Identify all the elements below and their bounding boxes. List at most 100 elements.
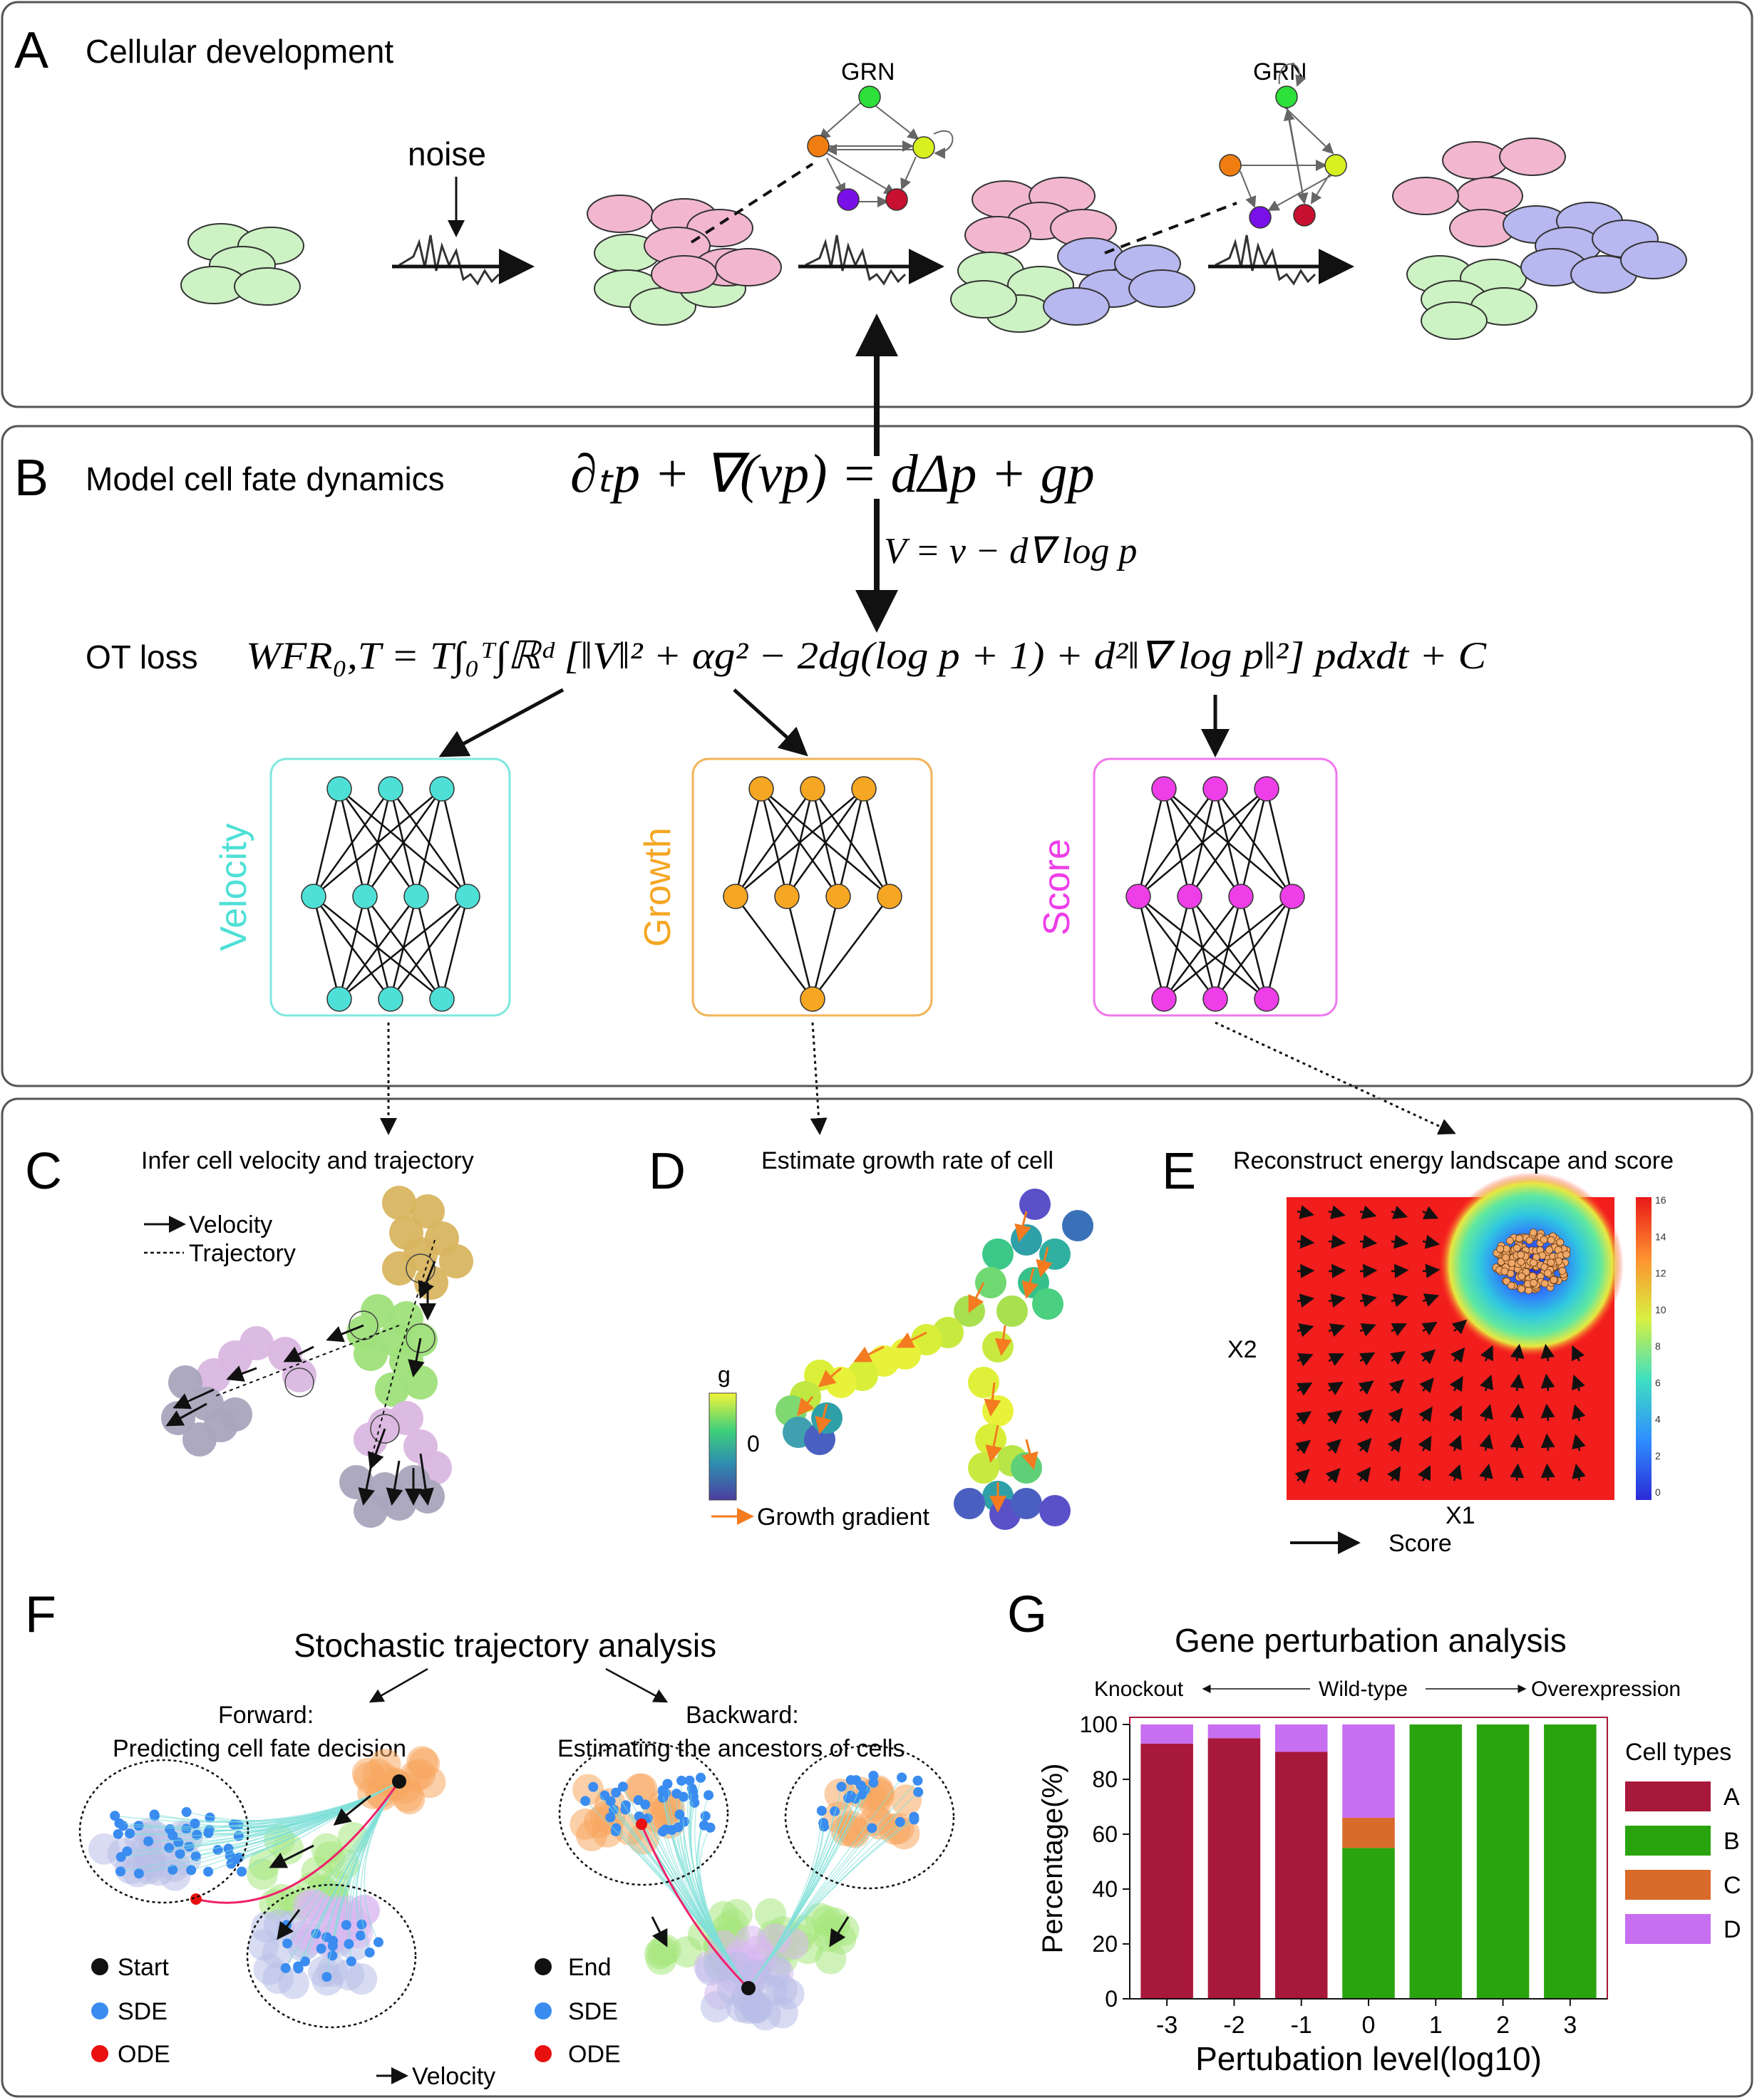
f-sde-point [168, 1864, 178, 1875]
e-score-arrows [1294, 1205, 1586, 1484]
e-score-arrow [1388, 1407, 1403, 1424]
noise-label: noise [408, 135, 486, 172]
f-sde-point [190, 1851, 201, 1861]
nn-node [352, 884, 378, 909]
g-x-tick-label: -1 [1291, 2012, 1312, 2039]
e-score-arrow [1540, 1433, 1555, 1452]
nn-edge [862, 788, 891, 897]
f-backward-plot [570, 1770, 924, 2031]
d-growth-arrow [853, 1345, 885, 1362]
f-sde-point [293, 1961, 304, 1972]
e-score-arrow [1449, 1376, 1463, 1392]
f-sde-point [299, 1956, 310, 1967]
f-start-point [392, 1774, 406, 1789]
g-bar-segment-C [1342, 1817, 1395, 1848]
panel-d-letter: D [649, 1143, 686, 1200]
c-velocity-arrow [326, 1324, 364, 1343]
f-sde-point [115, 1851, 126, 1862]
e-score-arrow [1325, 1468, 1341, 1484]
nn-edge [364, 788, 443, 897]
f-sde-point [611, 1787, 622, 1798]
e-colorbar-tick: 12 [1655, 1268, 1666, 1279]
e-score-arrow [1358, 1380, 1374, 1395]
panel-b-letter: B [14, 450, 48, 507]
f-sde-point [237, 1866, 247, 1877]
nn-node [825, 884, 851, 909]
e-score-arrow [1391, 1293, 1408, 1308]
e-particle [1503, 1277, 1511, 1286]
g-legend-swatch-C [1625, 1870, 1711, 1900]
nn-edge [837, 788, 865, 897]
f-backward-arrow [605, 1667, 669, 1703]
c-cell [354, 1337, 388, 1371]
c-cell [375, 1372, 409, 1407]
e-score-arrow [1422, 1234, 1441, 1249]
c-cell-highlight [406, 1323, 436, 1353]
g-legend-swatch-A [1625, 1781, 1711, 1811]
e-score-arrow [1296, 1411, 1312, 1425]
g-legend-label-C: C [1723, 1872, 1741, 1899]
f-velocity-arrow [269, 1844, 314, 1868]
e-score-arrow [1357, 1409, 1373, 1424]
f-sde-point [203, 1828, 214, 1838]
c-velocity-arrow [417, 1453, 434, 1506]
noise-signal-1 [398, 234, 500, 286]
grn-network-1: GRN [807, 58, 954, 211]
cell-cluster-stage-4 [1392, 138, 1687, 340]
d-growth-arrow [815, 1403, 832, 1434]
nn-edge [1163, 896, 1242, 1000]
e-particle [1506, 1236, 1514, 1245]
g-bar-segment-B [1342, 1848, 1395, 1999]
g-legend-label-B: B [1723, 1828, 1740, 1855]
d-cell [1011, 1488, 1042, 1519]
e-particle [1507, 1281, 1515, 1290]
growth-network-box [691, 757, 933, 1017]
nn-node [1125, 884, 1151, 909]
f-forward-plot [88, 1746, 446, 2000]
e-particle [1550, 1276, 1558, 1284]
d-cell [982, 1238, 1014, 1270]
e-score-arrow [1328, 1205, 1346, 1219]
g-bar-segment-B [1544, 1724, 1597, 1999]
e-colorbar-tick: 2 [1655, 1450, 1661, 1462]
e-colorbar-tick: 6 [1655, 1377, 1661, 1388]
c-cell [354, 1422, 388, 1457]
link-arrow-up-head [855, 314, 898, 356]
e-colorbar-tick: 4 [1655, 1414, 1661, 1425]
f-backward-title: Backward: [686, 1702, 799, 1729]
f-left-ring-2 [246, 1883, 417, 2029]
g-bar-segment-A [1140, 1743, 1193, 1999]
e-score-arrow [1328, 1234, 1346, 1249]
panel-e: E Reconstruct energy landscape and score… [1162, 1143, 1674, 1557]
nn-edge [1265, 896, 1294, 1000]
panel-g: G Gene perturbation analysis Knockout Wi… [1007, 1586, 1741, 2077]
panel-a-title: Cellular development [86, 33, 393, 70]
e-particle [1528, 1272, 1537, 1281]
f-sde-point [674, 1809, 685, 1820]
nn-edge [440, 896, 469, 1000]
e-score-arrow [1480, 1374, 1493, 1392]
grn-node-orange [807, 135, 830, 157]
e-colorbar-tick: 10 [1655, 1304, 1666, 1315]
c-cell [439, 1244, 473, 1278]
nn-node [800, 986, 825, 1012]
d-cell [968, 1367, 999, 1398]
f-sde-point [816, 1806, 827, 1816]
grn-node-red [885, 188, 908, 211]
c-velocity-arrow [386, 1460, 403, 1506]
g-x-tick-label: 2 [1496, 2012, 1510, 2039]
e-particle [1545, 1246, 1553, 1254]
e-score-arrow [1391, 1323, 1407, 1336]
d-cell [996, 1295, 1028, 1327]
nn-edge [312, 788, 392, 897]
f-cell [671, 1936, 703, 1968]
d-growth-arrow [994, 1325, 1012, 1356]
g-y-tick-label: 60 [1092, 1821, 1118, 1847]
f-sde-point [133, 1868, 144, 1879]
f-cell [777, 1928, 809, 1960]
e-particle [1540, 1236, 1548, 1244]
f-sde-point [184, 1841, 195, 1852]
e-particle [1544, 1269, 1552, 1278]
d-growth-arrow [985, 1424, 1002, 1463]
nn-edge [734, 788, 763, 897]
